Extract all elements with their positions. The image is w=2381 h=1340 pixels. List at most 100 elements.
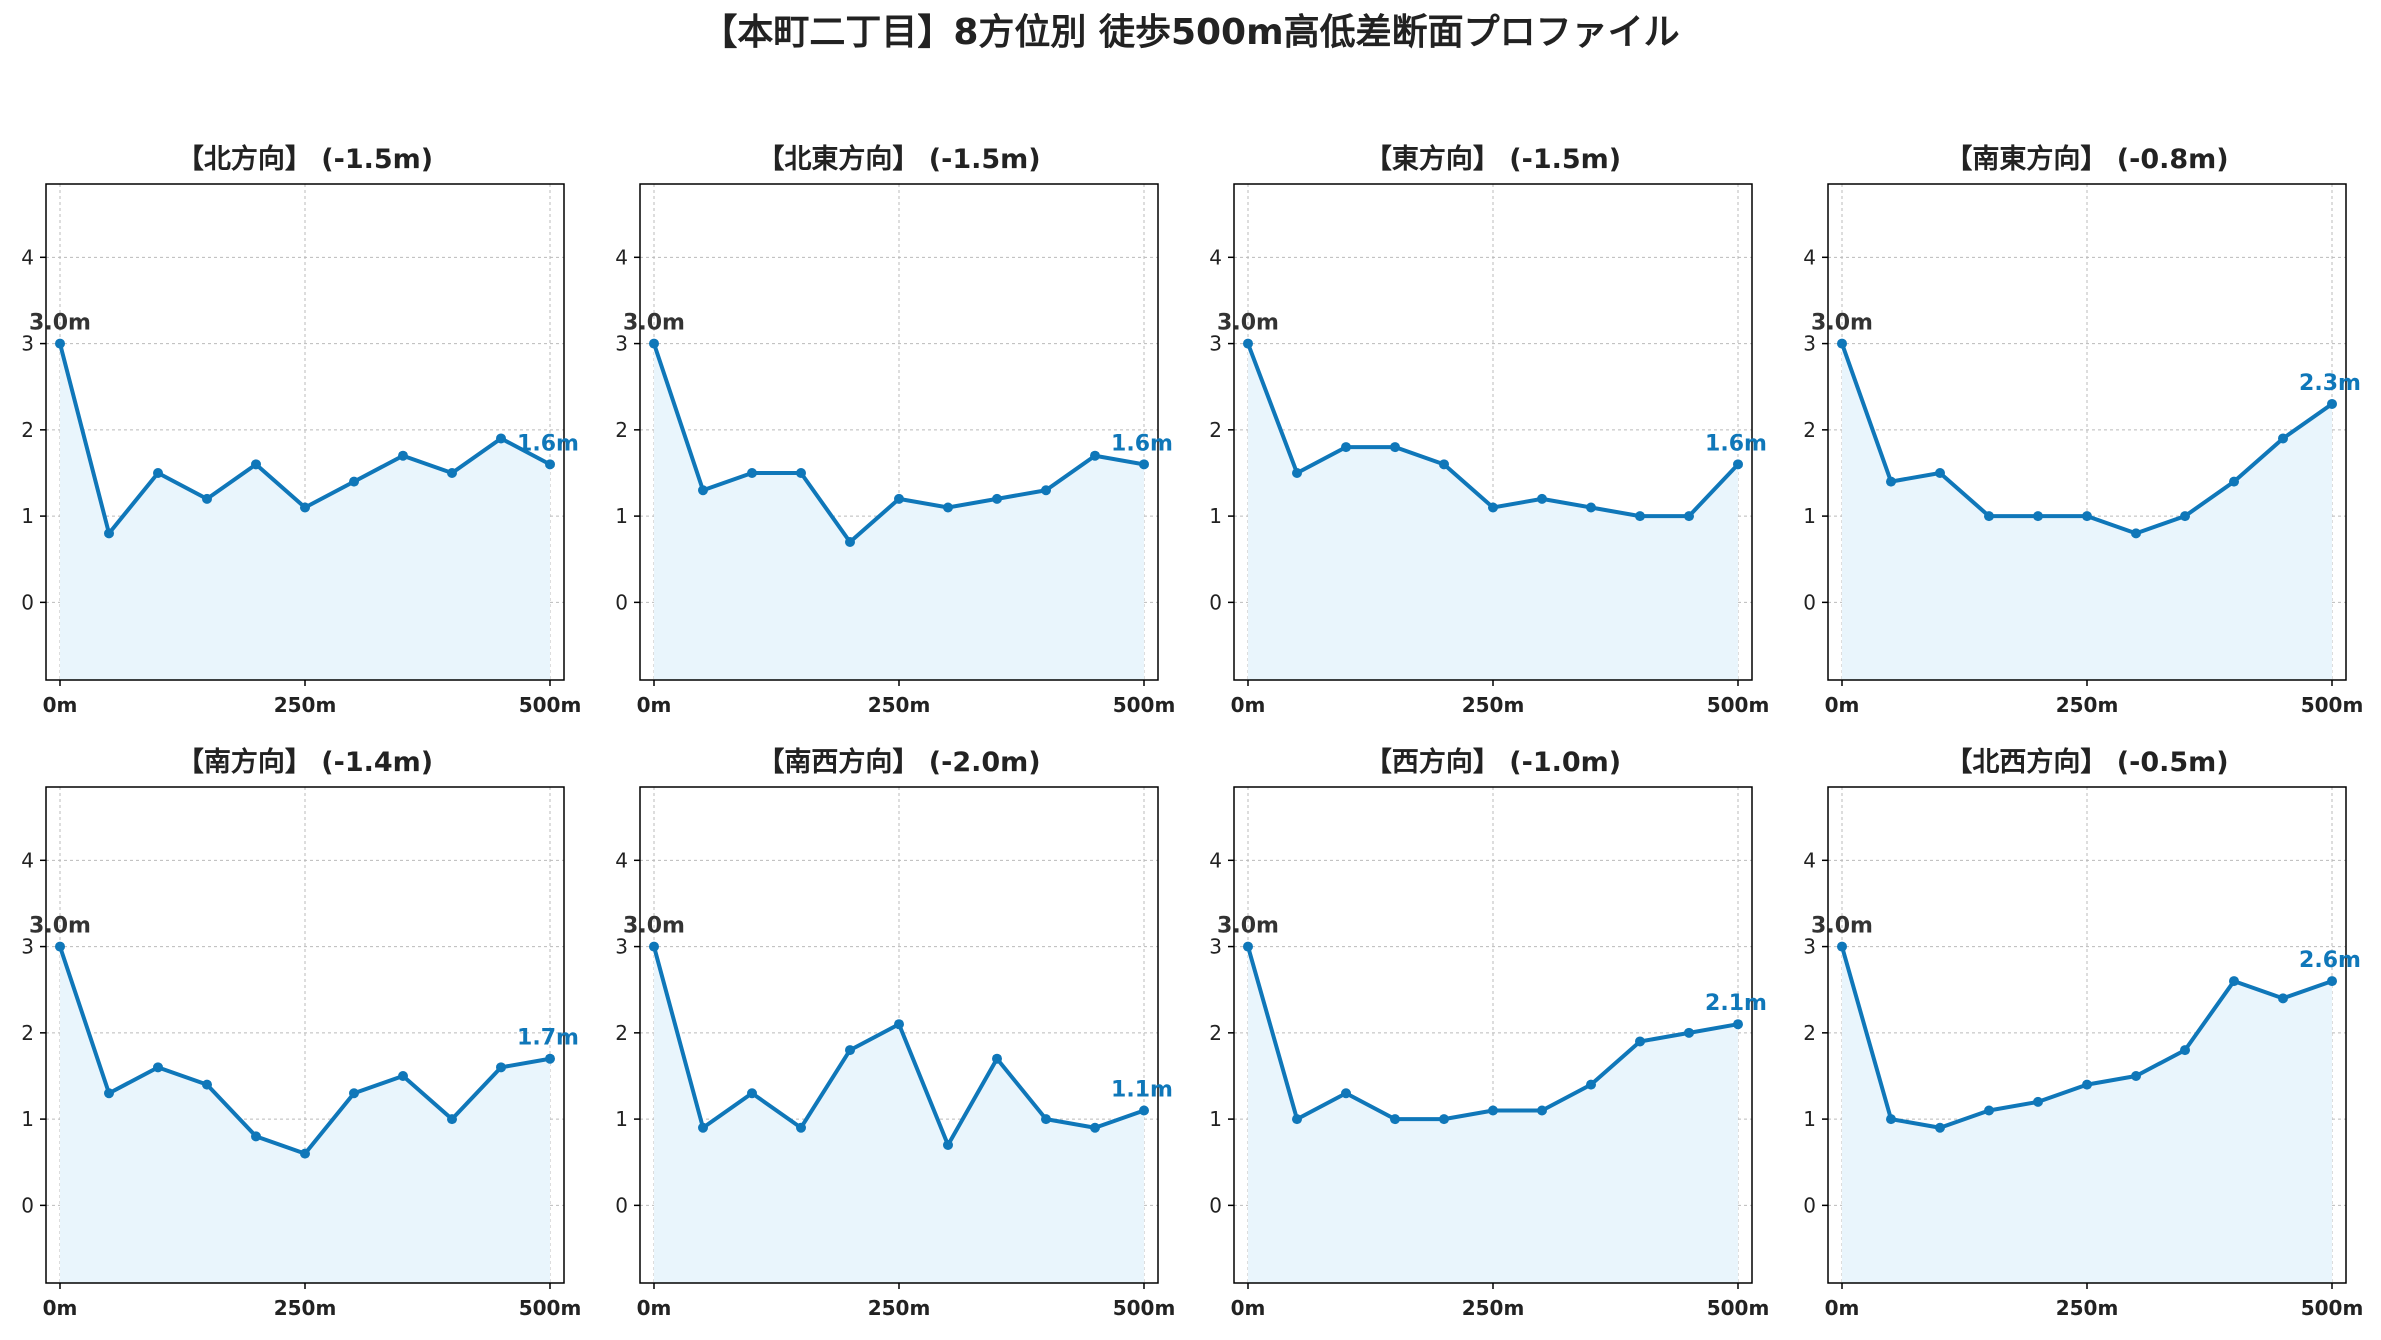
data-point	[943, 502, 953, 513]
data-point	[349, 476, 359, 487]
data-point	[398, 1070, 408, 1081]
data-point	[349, 1088, 359, 1099]
data-point	[894, 493, 904, 504]
data-point	[992, 1053, 1002, 1064]
data-point	[1390, 442, 1400, 453]
y-tick-label: 0	[21, 590, 34, 614]
profile-chart: 【南方向】 (-1.4m) 0 1 2 3 4 0m 250m 500m 3.0m 1.7m	[21, 746, 581, 1320]
y-tick-label: 1	[1803, 504, 1816, 528]
x-tick-label: 0m	[637, 1296, 672, 1320]
data-point	[55, 941, 65, 952]
data-point	[1439, 1114, 1449, 1125]
profile-chart: 【北東方向】 (-1.5m) 0 1 2 3 4 0m 250m 500m 3.0m 1.6m	[615, 143, 1175, 717]
y-tick-label: 0	[615, 1193, 628, 1217]
data-point	[1635, 511, 1645, 522]
chart-title: 【北東方向】 (-1.5m)	[757, 143, 1040, 175]
end-elevation-label: 1.6m	[1111, 431, 1173, 456]
x-tick-label: 500m	[2301, 1296, 2364, 1320]
data-point	[300, 1148, 310, 1159]
end-elevation-label: 1.6m	[1705, 431, 1767, 456]
data-point	[1243, 338, 1253, 349]
y-tick-label: 2	[1803, 418, 1816, 442]
y-tick-label: 1	[1209, 504, 1222, 528]
y-tick-label: 0	[1209, 1193, 1222, 1217]
data-point	[496, 433, 506, 444]
x-tick-label: 250m	[2056, 1296, 2119, 1320]
data-point	[747, 1088, 757, 1099]
data-point	[2082, 1079, 2092, 1090]
data-point	[1837, 338, 1847, 349]
y-tick-label: 3	[1803, 935, 1816, 959]
data-point	[1041, 1114, 1051, 1125]
data-point	[698, 485, 708, 496]
profile-chart: 【東方向】 (-1.5m) 0 1 2 3 4 0m 250m 500m 3.0m 1.6m	[1209, 143, 1769, 717]
data-point	[1733, 459, 1743, 470]
data-point	[1390, 1114, 1400, 1125]
y-tick-label: 0	[1209, 590, 1222, 614]
data-point	[1684, 511, 1694, 522]
data-point	[1684, 1027, 1694, 1038]
profile-chart: 【南西方向】 (-2.0m) 0 1 2 3 4 0m 250m 500m 3.0m 1.1m	[615, 746, 1175, 1320]
x-tick-label: 0m	[43, 1296, 78, 1320]
data-point	[447, 1114, 457, 1125]
data-point	[447, 467, 457, 478]
data-point	[1837, 941, 1847, 952]
data-point	[1139, 1105, 1149, 1116]
data-point	[1041, 485, 1051, 496]
y-tick-label: 4	[1803, 848, 1816, 872]
y-tick-label: 4	[1209, 245, 1222, 269]
data-point	[2033, 1096, 2043, 1107]
profile-chart: 【北西方向】 (-0.5m) 0 1 2 3 4 0m 250m 500m 3.0m 2.6m	[1803, 746, 2363, 1320]
y-tick-label: 3	[21, 935, 34, 959]
data-point	[1935, 467, 1945, 478]
start-elevation-label: 3.0m	[1217, 914, 1279, 939]
y-tick-label: 1	[615, 504, 628, 528]
data-point	[1341, 1088, 1351, 1099]
data-point	[1090, 450, 1100, 461]
start-elevation-label: 3.0m	[623, 914, 685, 939]
y-tick-label: 3	[615, 935, 628, 959]
data-point	[2131, 1070, 2141, 1081]
start-elevation-label: 3.0m	[1811, 311, 1873, 336]
area-fill	[654, 343, 1144, 680]
chart-title: 【北方向】 (-1.5m)	[177, 143, 433, 175]
y-tick-label: 3	[1209, 332, 1222, 356]
data-point	[202, 1079, 212, 1090]
y-tick-label: 4	[21, 848, 34, 872]
x-tick-label: 250m	[1462, 1296, 1525, 1320]
data-point	[1537, 493, 1547, 504]
data-point	[649, 338, 659, 349]
data-point	[943, 1139, 953, 1150]
start-elevation-label: 3.0m	[623, 311, 685, 336]
data-point	[894, 1019, 904, 1030]
y-tick-label: 0	[615, 590, 628, 614]
x-tick-label: 0m	[1231, 693, 1266, 717]
area-fill	[1842, 343, 2332, 680]
data-point	[153, 467, 163, 478]
data-point	[796, 467, 806, 478]
chart-title: 【西方向】 (-1.0m)	[1365, 746, 1621, 778]
y-tick-label: 4	[615, 848, 628, 872]
data-point	[2131, 528, 2141, 539]
x-tick-label: 250m	[2056, 693, 2119, 717]
x-tick-label: 500m	[1707, 1296, 1770, 1320]
end-elevation-label: 2.1m	[1705, 991, 1767, 1016]
chart-title: 【南西方向】 (-2.0m)	[757, 746, 1040, 778]
y-tick-label: 4	[1803, 245, 1816, 269]
x-tick-label: 0m	[43, 693, 78, 717]
data-point	[2278, 993, 2288, 1004]
data-point	[1537, 1105, 1547, 1116]
page-title: 【本町二丁目】8方位別 徒歩500m高低差断面プロファイル	[701, 12, 1680, 53]
x-tick-label: 0m	[1825, 1296, 1860, 1320]
x-tick-label: 500m	[519, 693, 582, 717]
data-point	[2278, 433, 2288, 444]
y-tick-label: 2	[21, 418, 34, 442]
x-tick-label: 500m	[1113, 693, 1176, 717]
data-point	[2082, 511, 2092, 522]
x-tick-label: 250m	[274, 1296, 337, 1320]
area-fill	[1842, 946, 2332, 1283]
start-elevation-label: 3.0m	[1217, 311, 1279, 336]
data-point	[1488, 1105, 1498, 1116]
x-tick-label: 500m	[1707, 693, 1770, 717]
y-tick-label: 3	[1803, 332, 1816, 356]
